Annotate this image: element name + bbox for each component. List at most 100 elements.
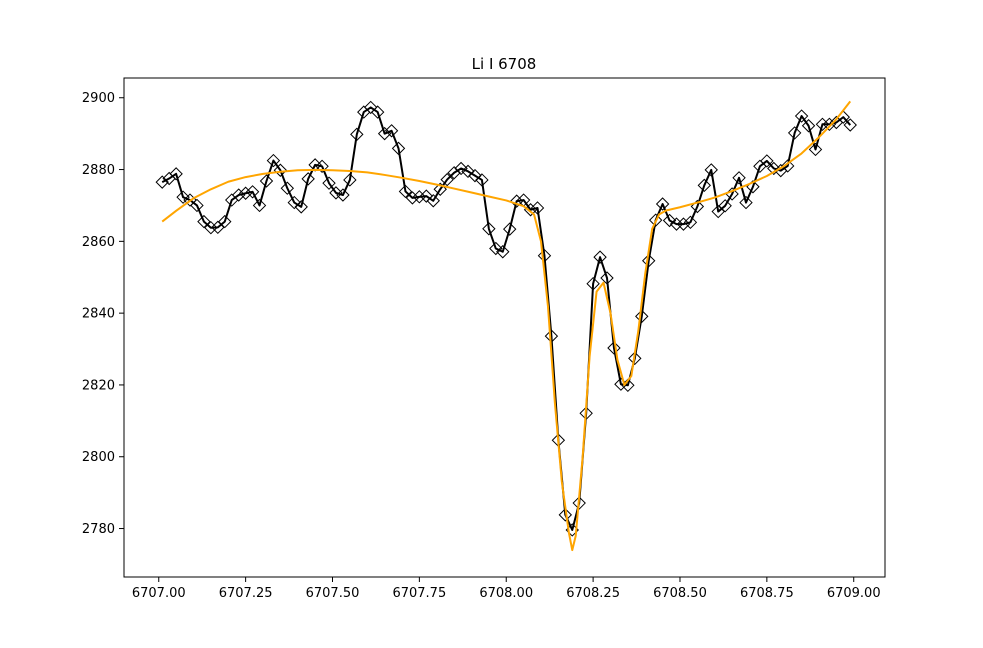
series-1-marker xyxy=(259,174,274,188)
series-1-marker xyxy=(204,220,218,235)
x-tick-label: 6708.00 xyxy=(479,586,533,601)
x-tick-label: 6707.00 xyxy=(132,586,186,601)
series-1-marker xyxy=(593,250,607,264)
y-tick-label: 2880 xyxy=(82,163,115,178)
series-1-marker xyxy=(238,186,253,200)
x-tick-label: 6708.75 xyxy=(740,586,794,601)
series-1-marker xyxy=(252,198,267,213)
series-1-marker xyxy=(808,142,823,157)
series-1-marker xyxy=(537,248,552,263)
x-tick-label: 6707.50 xyxy=(306,586,360,601)
series-1-marker xyxy=(503,222,517,236)
series-1-marker xyxy=(197,214,211,229)
x-axis: 6707.00 6707.25 6707.50 6707.75 6708.00 6708.… xyxy=(132,577,881,601)
series-1-marker xyxy=(329,186,343,200)
series-1-marker xyxy=(169,167,183,181)
y-tick-label: 2800 xyxy=(82,450,115,465)
series-1-marker xyxy=(231,188,246,202)
y-tick-label: 2780 xyxy=(82,522,115,537)
series-1-marker xyxy=(704,163,718,177)
series-1-marker xyxy=(572,496,586,510)
x-tick-label: 6708.50 xyxy=(653,586,707,601)
series-1-marker xyxy=(530,201,545,215)
series-1-marker xyxy=(273,163,288,177)
series-1-marker xyxy=(683,215,698,230)
series-1-marker xyxy=(322,176,336,190)
series-1-marker xyxy=(412,190,427,204)
series-1-marker xyxy=(377,126,392,141)
series-1-marker xyxy=(697,178,712,193)
series-1-marker xyxy=(343,173,357,187)
series-1-marker xyxy=(280,181,295,195)
series-1-marker xyxy=(190,198,204,213)
series-1-marker xyxy=(600,271,614,285)
series-1-marker xyxy=(732,171,746,185)
series-1-marker xyxy=(662,213,677,228)
series-1-marker xyxy=(767,161,781,176)
x-tick-label: 6709.00 xyxy=(827,586,881,601)
series-1-marker xyxy=(266,153,281,168)
series-1-marker xyxy=(475,173,489,187)
x-tick-label: 6708.25 xyxy=(566,586,620,601)
series-1-marker xyxy=(628,351,642,366)
series-1-marker xyxy=(676,217,691,231)
series-1-marker xyxy=(336,188,350,202)
series-2-line xyxy=(161,100,852,552)
series-1-marker xyxy=(176,190,190,204)
chart-title: Li I 6708 xyxy=(472,55,537,73)
y-tick-label: 2860 xyxy=(82,235,115,250)
series-1-marker xyxy=(301,172,315,186)
series-1-marker xyxy=(648,213,663,227)
series-1-marker xyxy=(370,105,385,119)
series-1-marker xyxy=(496,245,510,259)
series-1-marker xyxy=(586,276,600,291)
series-1-marker xyxy=(558,508,573,522)
series-1-line xyxy=(161,106,852,531)
series-1-marker xyxy=(607,341,621,355)
series-1-marker xyxy=(794,109,809,123)
series-1-marker xyxy=(454,161,468,176)
series-1-marker xyxy=(426,194,440,208)
series-1-marker xyxy=(655,197,670,211)
series-1-marker xyxy=(405,191,420,205)
y-axis: 2780 2800 2820 2840 2860 2880 2900 xyxy=(82,91,124,537)
series-1-marker xyxy=(447,166,461,180)
series-1-marker xyxy=(509,194,524,208)
x-tick-label: 6707.25 xyxy=(219,586,273,601)
series-1-marker xyxy=(482,222,496,236)
series-1-marker xyxy=(760,154,774,168)
series-1-marker xyxy=(489,241,503,256)
series-1-marker xyxy=(440,172,454,187)
series-1-marker xyxy=(801,119,816,133)
series-1-marker xyxy=(391,141,406,156)
series-1-marker xyxy=(718,199,732,213)
series-1-marker xyxy=(294,200,308,214)
series-1-marker xyxy=(419,189,434,203)
plot-area xyxy=(155,100,857,552)
y-tick-label: 2900 xyxy=(82,91,115,106)
series-1-marker xyxy=(669,217,684,231)
series-1-marker xyxy=(787,126,802,140)
series-1-marker xyxy=(635,309,649,324)
series-1-marker xyxy=(843,118,857,132)
series-1-marker xyxy=(245,185,260,199)
series-1-marker xyxy=(218,214,232,229)
series-1-marker xyxy=(398,184,413,199)
series-1-marker xyxy=(287,195,301,210)
series-1-marker xyxy=(461,164,475,179)
series-1-marker xyxy=(642,254,656,268)
axes-frame xyxy=(123,77,886,578)
y-tick-label: 2840 xyxy=(82,307,115,322)
series-1-marker xyxy=(384,124,399,138)
series-1-marker xyxy=(364,100,378,115)
x-tick-label: 6707.75 xyxy=(392,586,446,601)
series-1-marker xyxy=(780,159,795,173)
series-1-marker xyxy=(315,159,329,174)
series-1-marker xyxy=(468,168,482,183)
series-1-marker xyxy=(350,127,364,142)
y-tick-label: 2820 xyxy=(82,378,115,393)
series-1-marker xyxy=(815,117,830,132)
series-1-marker xyxy=(155,175,169,189)
